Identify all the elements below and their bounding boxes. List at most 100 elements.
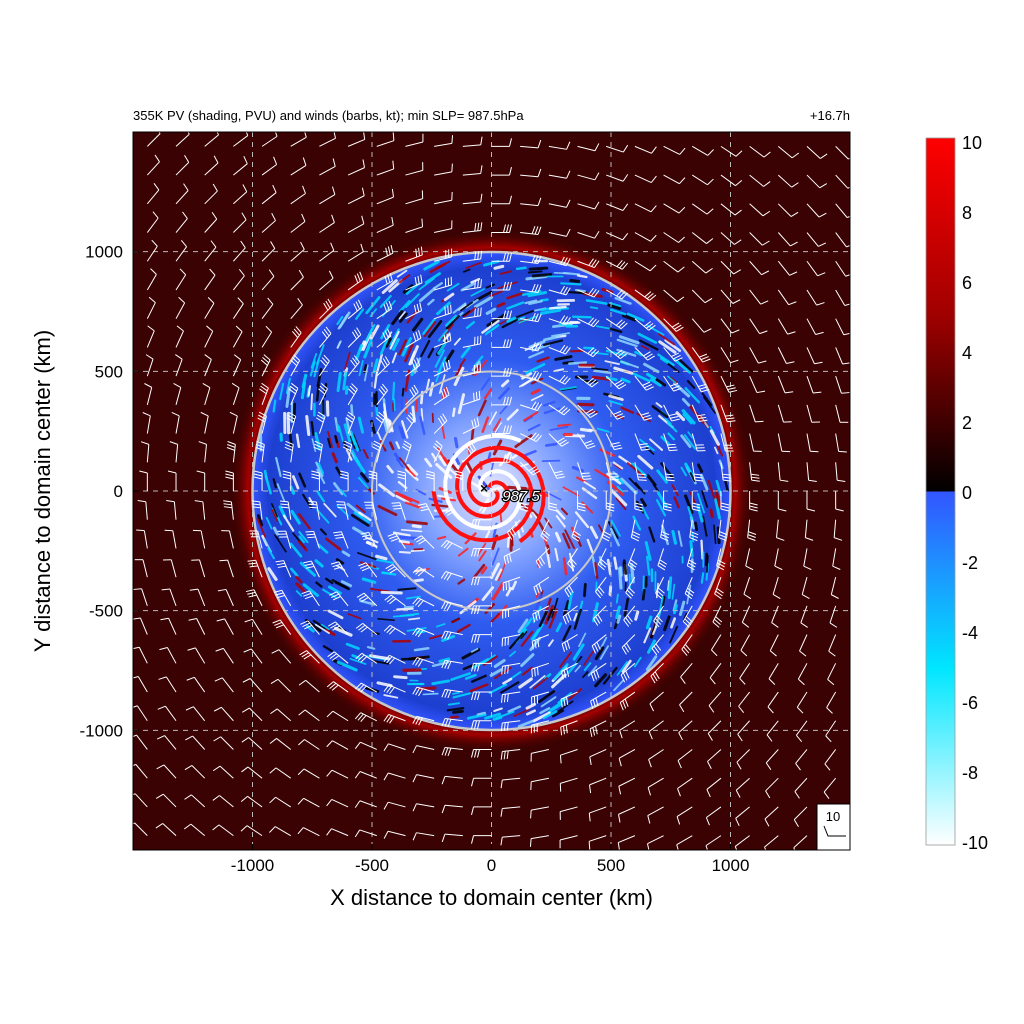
wind-barb: [412, 686, 435, 697]
pv-streak: [682, 413, 693, 425]
wind-barb: [767, 691, 779, 714]
pv-streak: [453, 436, 459, 449]
wind-barb: [311, 470, 320, 491]
wind-barb: [462, 417, 480, 435]
wind-barb: [720, 375, 738, 393]
pv-streak: [613, 679, 625, 692]
pv-streak: [594, 561, 599, 580]
wind-barb: [297, 797, 320, 808]
wind-barb: [433, 386, 450, 406]
pv-streak: [550, 332, 570, 337]
pv-streak: [493, 658, 506, 668]
wind-barb: [749, 491, 758, 512]
wind-barb: [383, 713, 406, 724]
pv-streak: [686, 379, 696, 389]
wind-barb: [502, 576, 521, 592]
wind-barb: [567, 548, 578, 570]
wind-barb: [155, 823, 177, 837]
pv-streak: [431, 452, 438, 461]
pv-streak: [333, 482, 344, 496]
wind-barb: [319, 270, 334, 291]
wind-barb: [663, 491, 672, 512]
pv-streak: [453, 337, 462, 346]
pv-streak: [543, 407, 561, 415]
colorbar-tick-label: -2: [962, 553, 978, 573]
pv-streak: [680, 434, 692, 449]
pv-streak: [587, 665, 598, 677]
wind-barb: [308, 500, 320, 520]
wind-barb: [173, 383, 182, 405]
pv-streak: [295, 575, 303, 584]
pv-streak: [391, 310, 404, 326]
pv-streak: [391, 352, 398, 364]
wind-barb: [720, 260, 741, 275]
pv-streak: [562, 625, 572, 642]
pv-streak: [525, 362, 546, 375]
pv-streak: [633, 656, 642, 668]
wind-barb: [677, 777, 693, 797]
pv-streak: [589, 306, 599, 310]
pv-streak: [267, 547, 275, 560]
pv-streak: [610, 489, 628, 507]
pv-streak: [530, 394, 544, 402]
pv-streak: [506, 408, 519, 421]
pv-streak: [553, 271, 571, 275]
pv-streak: [543, 335, 561, 342]
wind-barb: [768, 663, 779, 685]
pv-streak: [412, 317, 424, 332]
pv-streak: [377, 618, 395, 622]
wind-barb: [777, 289, 797, 306]
wind-barb: [559, 806, 578, 820]
wind-barb: [440, 539, 464, 550]
pv-streak: [553, 368, 565, 373]
wind-barb: [560, 720, 578, 736]
wind-barb: [806, 260, 826, 277]
wind-barb: [376, 328, 392, 348]
pv-streak: [666, 421, 678, 433]
wind-barb: [663, 462, 675, 482]
wind-barb: [223, 500, 234, 520]
pv-streak: [477, 399, 487, 417]
pv-streak: [380, 590, 403, 595]
wind-barb: [634, 462, 647, 481]
wind-barb: [417, 503, 435, 520]
wind-barb: [133, 646, 148, 664]
pv-streak: [389, 328, 400, 346]
wind-barb: [155, 793, 177, 808]
wind-barb: [372, 440, 382, 463]
wind-barb: [376, 188, 394, 205]
pv-streak: [567, 591, 574, 610]
wind-barb: [354, 829, 377, 838]
wind-barb: [253, 470, 263, 491]
pv-streak: [715, 479, 723, 497]
pv-streak: [490, 612, 500, 623]
pv-streak: [334, 416, 339, 432]
wind-barb: [621, 634, 636, 655]
pv-streak: [673, 496, 680, 509]
wind-barb: [315, 411, 326, 434]
pv-streak: [532, 711, 551, 723]
wind-barb: [601, 519, 611, 542]
wind-barb: [319, 186, 336, 205]
pv-streak: [398, 300, 411, 313]
wind-barb: [686, 548, 697, 571]
wind-barb: [412, 803, 435, 812]
wind-barb: [383, 801, 406, 810]
wind-barb: [471, 547, 492, 557]
wind-barb: [720, 289, 741, 304]
pv-streak: [605, 349, 627, 357]
pv-streak: [671, 583, 676, 600]
pv-streak: [438, 455, 447, 467]
wind-barb: [832, 548, 841, 570]
wind-barb: [548, 491, 557, 512]
wind-barb: [462, 307, 482, 320]
wind-barb: [835, 318, 850, 336]
pv-streak: [396, 269, 408, 278]
wind-barb: [232, 297, 244, 319]
pv-streak: [700, 416, 709, 429]
wind-barb: [634, 232, 657, 242]
wind-barb: [434, 276, 452, 291]
wind-barb: [520, 139, 542, 149]
pv-streak: [609, 327, 623, 334]
wind-barb: [158, 676, 177, 693]
